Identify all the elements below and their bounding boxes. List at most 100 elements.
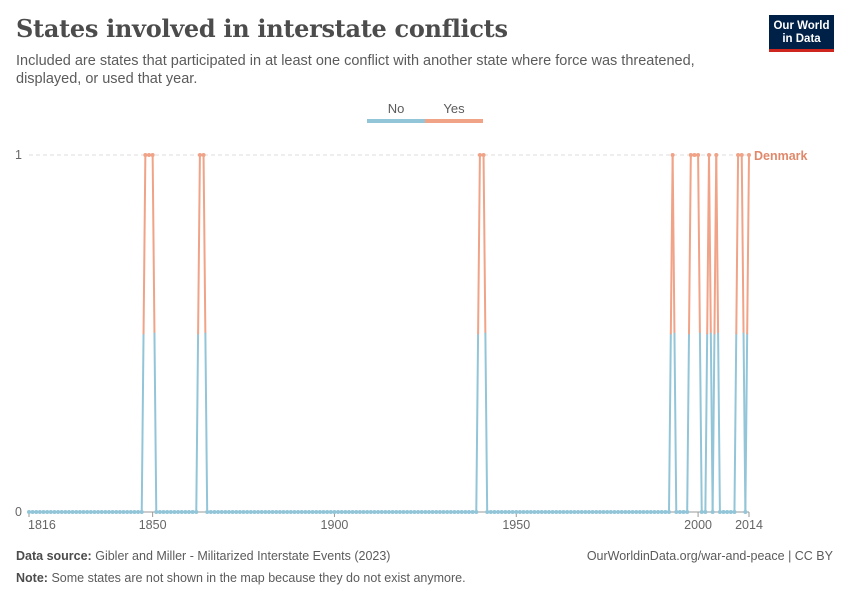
chart-title: States involved in interstate conflicts	[16, 14, 508, 43]
data-point	[310, 510, 315, 514]
data-point	[612, 510, 617, 514]
data-point	[339, 510, 344, 514]
data-point	[408, 510, 413, 514]
data-point	[427, 510, 431, 514]
series-line-segment	[153, 332, 158, 513]
data-point	[274, 510, 279, 514]
data-point	[328, 510, 333, 514]
data-point	[277, 510, 282, 514]
series-label-denmark: Denmark	[754, 149, 808, 163]
data-point	[481, 153, 486, 157]
data-point	[132, 510, 137, 514]
data-point	[627, 510, 631, 514]
data-point	[637, 510, 642, 514]
data-point	[296, 510, 301, 514]
note-label: Note:	[16, 571, 48, 585]
data-point	[103, 510, 108, 514]
data-point	[434, 510, 439, 514]
data-point	[172, 510, 177, 514]
data-point	[503, 510, 508, 514]
data-point	[667, 510, 671, 514]
owid-logo[interactable]: Our World in Data	[769, 15, 834, 52]
data-point	[659, 510, 664, 514]
data-point	[583, 510, 588, 514]
data-point	[677, 510, 682, 514]
data-point	[52, 510, 57, 514]
data-point	[27, 510, 31, 514]
series-line-segment	[715, 154, 720, 335]
data-point	[212, 510, 217, 514]
data-point	[710, 510, 715, 514]
data-point	[597, 510, 602, 514]
data-point	[350, 510, 355, 514]
data-point	[314, 510, 319, 514]
credit-link[interactable]: OurWorldinData.org/war-and-peace | CC BY	[586, 549, 833, 563]
data-point	[259, 510, 264, 514]
data-point	[594, 510, 599, 514]
x-tick-label: 2000	[684, 518, 712, 532]
data-point	[565, 510, 570, 514]
data-point	[492, 510, 497, 514]
data-point	[303, 510, 308, 514]
data-point	[245, 510, 250, 514]
data-point	[41, 510, 46, 514]
data-point	[685, 510, 690, 514]
data-point	[357, 510, 362, 514]
data-point	[128, 510, 133, 514]
data-point	[397, 510, 402, 514]
data-point	[554, 510, 559, 514]
data-point	[143, 153, 148, 157]
data-point	[361, 510, 366, 514]
data-point	[347, 510, 351, 514]
y-tick-label: 1	[15, 148, 22, 162]
data-point	[252, 510, 257, 514]
data-point	[732, 510, 737, 514]
series-line-segment	[698, 332, 703, 513]
data-point	[419, 510, 424, 514]
data-point	[270, 510, 275, 514]
data-point	[543, 510, 548, 514]
legend-item-no[interactable]: No	[367, 101, 425, 125]
data-point	[456, 510, 461, 514]
data-point	[663, 510, 668, 514]
data-point	[139, 510, 144, 514]
data-point	[536, 510, 541, 514]
data-point	[630, 510, 635, 514]
data-point	[496, 510, 501, 514]
x-tick-label: 1816	[28, 518, 56, 532]
data-source-text[interactable]: Gibler and Miller - Militarized Intersta…	[95, 549, 391, 563]
series-line-segment	[744, 332, 749, 513]
series-line-segment	[740, 154, 745, 335]
data-point	[390, 510, 395, 514]
data-point	[88, 510, 93, 514]
data-point	[441, 510, 446, 514]
series-line-segment	[204, 332, 209, 513]
data-point	[725, 510, 730, 514]
data-point	[587, 510, 591, 514]
data-point	[63, 510, 68, 514]
data-point	[343, 510, 348, 514]
series-points-group	[27, 153, 751, 514]
data-point	[714, 153, 719, 157]
data-point	[517, 510, 522, 514]
legend-item-yes[interactable]: Yes	[425, 101, 483, 125]
data-point	[699, 510, 704, 514]
data-point	[608, 510, 613, 514]
data-point	[85, 510, 90, 514]
data-point	[70, 510, 75, 514]
data-point	[219, 510, 224, 514]
data-point	[114, 510, 119, 514]
data-point	[634, 510, 639, 514]
data-point	[674, 510, 679, 514]
series-line-segment	[704, 332, 709, 513]
data-point	[430, 510, 435, 514]
series-line-segment	[711, 332, 716, 513]
data-point	[743, 510, 748, 514]
note: Note: Some states are not shown in the m…	[16, 571, 466, 585]
logo-line-2: in Data	[782, 33, 821, 45]
data-point	[205, 510, 210, 514]
data-point	[463, 510, 468, 514]
data-point	[525, 510, 530, 514]
data-point	[92, 510, 97, 514]
data-point	[241, 510, 246, 514]
